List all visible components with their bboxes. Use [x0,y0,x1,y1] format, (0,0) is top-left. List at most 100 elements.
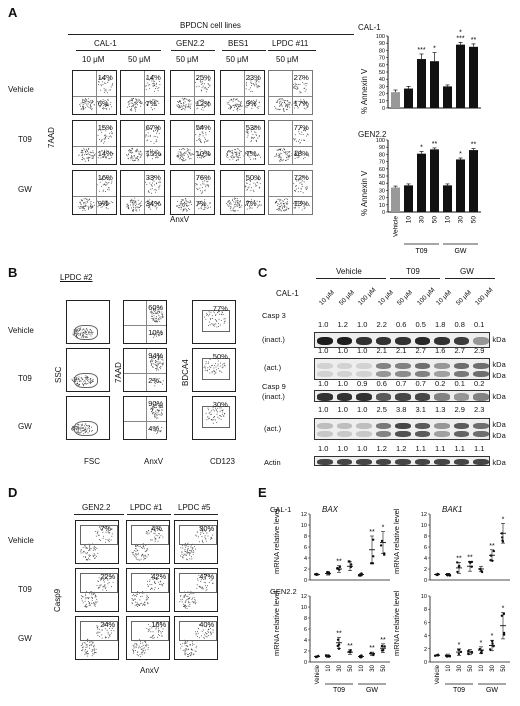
y-tick-label: 20 [379,196,385,202]
y-tick-label: 50 [379,70,385,76]
pct-lower: 12% [195,98,211,108]
facs-plot: 40% [174,616,218,660]
rect-gate [201,309,231,332]
y-tick-label: 10 [421,523,427,529]
quant-value: 2.3 [474,405,485,414]
pct-gate: 30% [199,524,215,533]
y-tick-label: 2 [424,647,427,653]
bar [391,92,400,108]
label-casp3: Casp 3 [262,311,286,320]
dot-cloud [274,175,310,212]
row-label-vehicle-d: Vehicle [8,536,34,545]
data-point [379,544,383,547]
quant-value: 0.9 [357,379,368,388]
panel-a-letter: A [8,5,18,20]
group-line [445,278,495,279]
pct-gate: 4% [151,524,163,533]
dot-cloud [126,176,162,212]
pct-upper: 53% [245,123,261,132]
quant-value: 1.0 [357,444,368,453]
group-label: T09 [415,248,427,255]
protein-band [356,431,372,438]
y-tick-label: 20 [379,92,385,98]
facs-plot: 77% 18% [268,120,313,165]
group-lpdc1-d: LPDC #1 [130,503,163,512]
scatter-gate [73,421,98,437]
quant-value: 2.7 [454,346,465,355]
rect-gate [80,573,118,593]
y-tick-label: 4 [304,556,307,562]
protein-band [434,371,450,378]
significance: * [433,46,436,53]
kda-47: 47 kDa [482,392,506,401]
rect-gate [201,357,231,380]
facs-plot: 25% 12% [170,70,215,115]
quadrant-gate-h [221,95,264,97]
header-underline [68,34,354,35]
y-tick-label: 4 [424,556,427,562]
data-point [488,648,492,651]
protein-band [317,336,333,346]
bar [430,61,439,108]
protein-band [473,362,489,370]
row-label-vehicle: Vehicle [8,85,34,94]
dot-cloud [180,525,214,561]
y-tick-label: 6 [304,627,307,633]
label-inact-9: (inact.) [262,392,285,401]
protein-band [317,393,333,401]
quadrant-gate-v [146,349,147,391]
rect-gate [80,621,118,641]
kda-17: 17 kDa [482,371,506,380]
dot-cloud [274,76,309,112]
rect-gate [131,621,169,641]
facs-plot: 16% 9% [72,170,117,215]
group-gw-c: GW [460,267,474,276]
axis-label-casp9: Casp9 [53,588,62,612]
group-gen22-d: GEN2.2 [82,503,111,512]
y-tick-label: 80 [379,152,385,158]
x-tick-label: 10 [406,216,413,224]
group-line [316,278,386,279]
rect-gate [179,621,217,641]
quadrant-gate-v [243,171,245,214]
label-actin: Actin [264,458,281,467]
quant-value: 0.2 [474,379,485,388]
sample-cal1-c: CAL-1 [276,289,299,298]
quant-value: 2.1 [396,346,407,355]
bar [469,46,478,108]
label-inact: (inact.) [262,335,285,344]
facs-plot: 14% 6% [72,70,117,115]
quadrant-gate-h [171,145,214,147]
significance: ** [467,554,473,561]
data-point [380,644,384,648]
chart-title-gen22: GEN2.2 [358,130,387,139]
row-label-t09: T09 [18,135,32,144]
facs-plot: 72% 13% [268,170,313,215]
dot-cloud [150,402,164,435]
pct-upper: 25% [195,73,211,82]
scatter-gate [73,325,98,341]
group-gen22: GEN2.2 [176,39,205,48]
facs-plot [66,348,110,392]
quadrant-gate-h [121,145,164,147]
protein-band [395,431,411,438]
dot-cloud [78,175,113,212]
facs-plot: 77% [192,300,236,344]
protein-band [336,393,352,401]
group-label: GW [486,687,498,694]
x-tick-label: Vehicle [315,664,321,684]
y-tick-label: 8 [304,616,307,622]
protein-band [317,459,333,465]
y-tick-label: 80 [379,48,385,54]
protein-band [473,422,489,430]
conc-label: 10 μM [82,55,105,64]
group-line [174,514,218,515]
bar [443,185,452,212]
facs-plot: 16% [126,616,170,660]
quant-value: 2.2 [376,320,387,329]
group-vehicle-c: Vehicle [336,267,362,276]
panel-a-header: BPDCN cell lines [180,21,241,30]
quant-value: 1.0 [318,346,329,355]
protein-band [375,362,391,370]
quadrant-gate-v [243,71,245,114]
